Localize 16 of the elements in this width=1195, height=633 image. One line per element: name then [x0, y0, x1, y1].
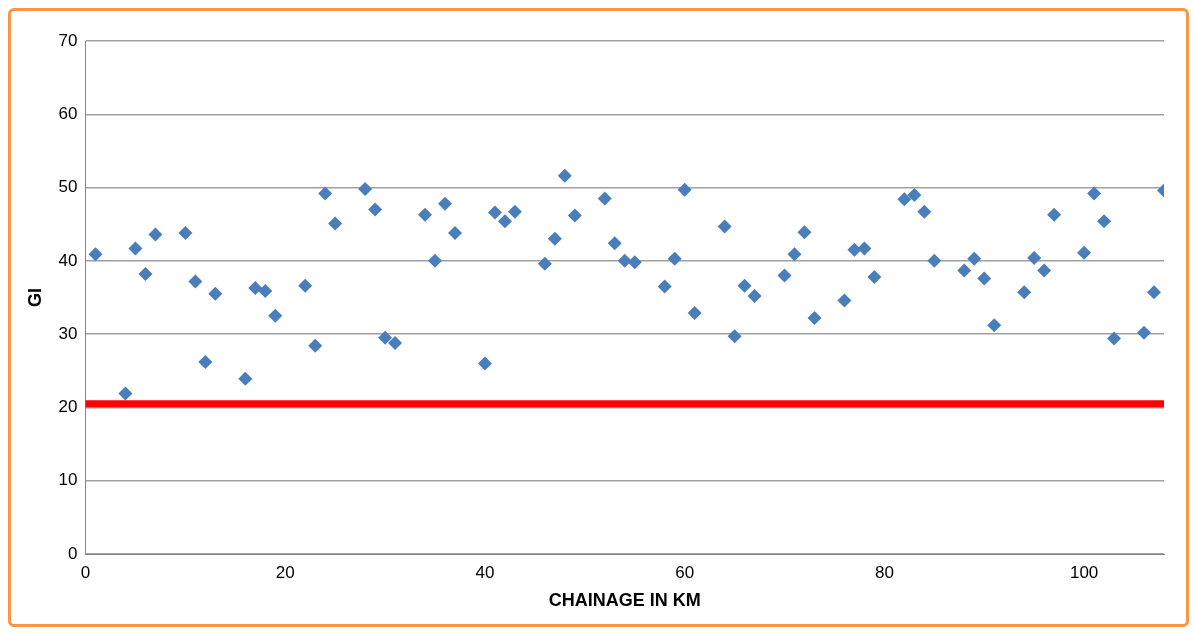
x-tick-label: 80	[874, 562, 894, 582]
y-tick-label: 70	[58, 30, 78, 50]
y-tick-label: 50	[58, 177, 78, 197]
y-tick-label: 20	[58, 397, 78, 417]
y-axis-title: GI	[24, 287, 45, 308]
x-tick-label: 40	[475, 562, 495, 582]
x-tick-label: 60	[675, 562, 695, 582]
y-tick-label: 30	[58, 323, 78, 343]
y-tick-label: 40	[58, 250, 78, 270]
y-tick-label: 10	[58, 470, 78, 490]
x-tick-label: 100	[1069, 562, 1099, 582]
x-tick-label: 0	[80, 562, 91, 582]
y-tick-label: 60	[58, 103, 78, 123]
x-tick-label: 20	[275, 562, 295, 582]
x-axis-title: CHAINAGE IN KM	[548, 590, 701, 611]
y-tick-label: 0	[68, 543, 78, 563]
